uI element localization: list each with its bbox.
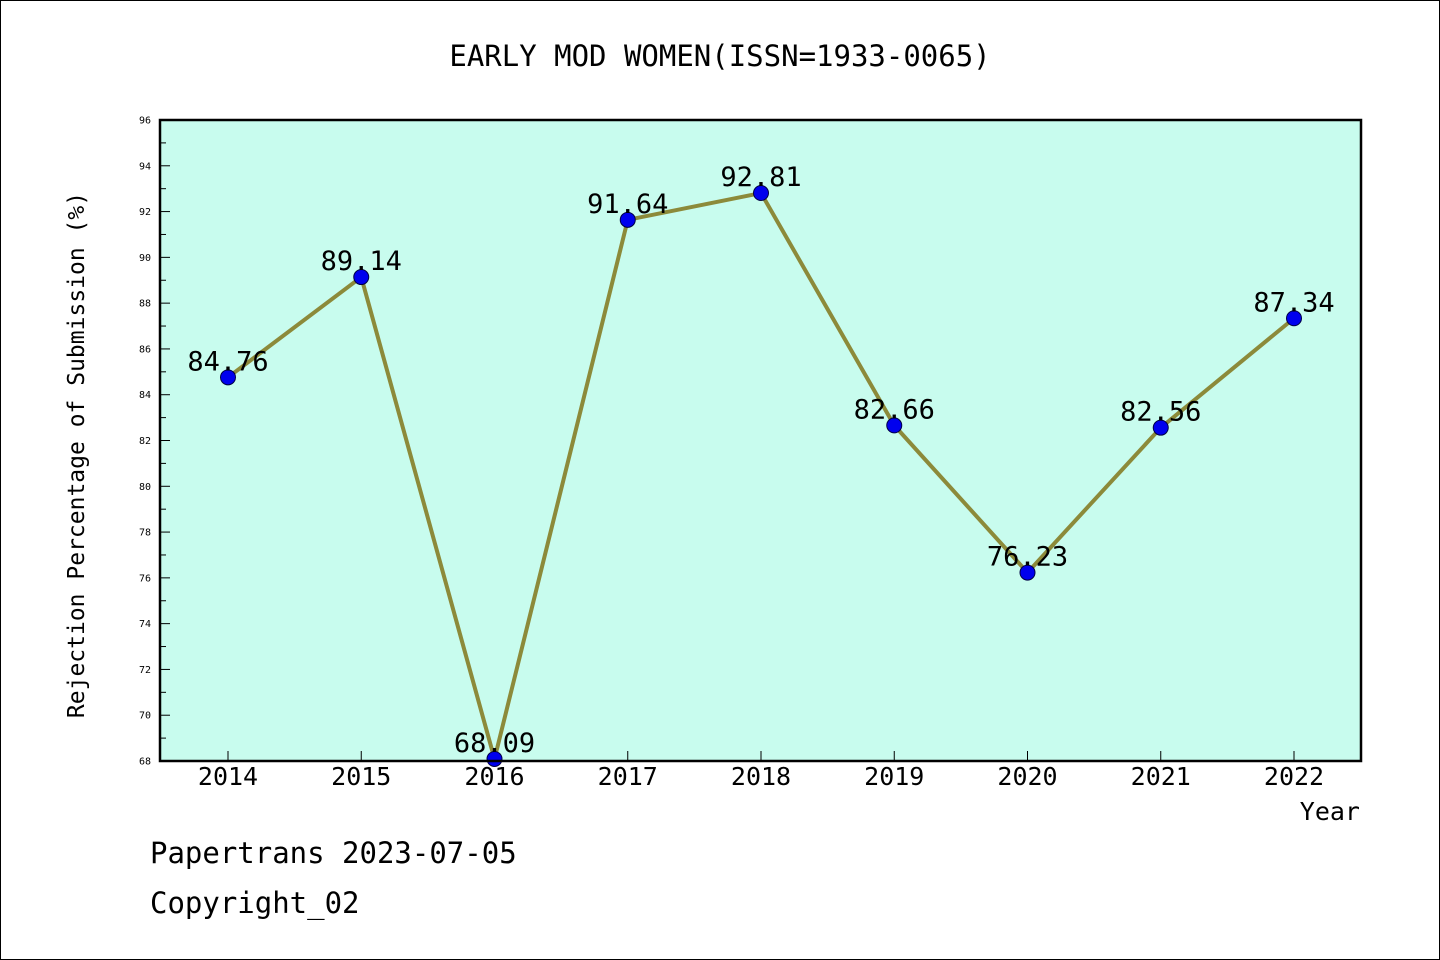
data-point [753, 185, 769, 202]
y-tick-label: 84 [139, 390, 151, 401]
data-labels: 84.76 89.14 68.09 91.64 92.81 82.66 76.23 82.56… [187, 162, 1334, 759]
data-label: 92.81 [720, 162, 801, 193]
plot-border [158, 118, 1363, 763]
y-tick-label: 94 [139, 161, 151, 172]
footer-source: Papertrans 2023-07-05 [150, 836, 517, 870]
y-tick-label: 72 [139, 665, 151, 676]
data-point [886, 417, 903, 434]
y-tick-label: 82 [139, 436, 151, 447]
data-label: 87.34 [1253, 287, 1334, 318]
chart-title: EARLY MOD WOMEN(ISSN=1933-0065) [449, 39, 990, 73]
footer-copyright: Copyright_02 [150, 886, 360, 920]
y-axis-label: Rejection Percentage of Submission (%) [64, 192, 90, 718]
x-tick-label: 2018 [731, 762, 791, 791]
plot-area [160, 120, 1361, 761]
y-tick-label: 78 [139, 528, 151, 539]
data-label: 91.64 [587, 189, 668, 220]
data-label: 89.14 [321, 246, 402, 277]
x-tick-label: 2022 [1264, 762, 1324, 791]
data-label: 82.56 [1120, 397, 1201, 428]
x-tick-label: 2015 [331, 762, 391, 791]
data-label: 68.09 [454, 728, 535, 759]
y-tick-label: 96 [139, 116, 151, 127]
data-label: 84.76 [187, 346, 268, 377]
data-label: 76.23 [987, 542, 1068, 573]
y-tick-label: 80 [139, 482, 151, 493]
x-tick-label: 2017 [598, 762, 658, 791]
series-layer [220, 185, 1302, 767]
x-tick-label: 2020 [997, 762, 1057, 791]
y-tick-label: 92 [139, 207, 151, 218]
data-point [619, 211, 636, 228]
x-tick-label: 2021 [1131, 762, 1191, 791]
y-tick-label: 88 [139, 299, 151, 310]
data-point [1019, 564, 1036, 581]
y-tick-label: 74 [139, 619, 151, 630]
data-point [1286, 310, 1302, 327]
y-tick-label: 70 [139, 711, 151, 722]
data-point [1152, 419, 1169, 436]
data-point [353, 269, 370, 286]
x-axis-ticks: 2014 2015 2016 2017 2018 2019 2020 2021 2022 [198, 751, 1324, 791]
y-tick-label: 68 [139, 757, 151, 768]
data-point [220, 369, 236, 386]
data-label: 82.66 [854, 394, 935, 425]
y-tick-label: 86 [139, 344, 151, 355]
x-tick-label: 2019 [864, 762, 924, 791]
y-tick-label: 90 [139, 253, 151, 264]
x-axis-label: Year [1300, 797, 1360, 826]
data-point [486, 750, 503, 767]
x-tick-label: 2014 [198, 762, 258, 791]
y-tick-label: 76 [139, 573, 151, 584]
